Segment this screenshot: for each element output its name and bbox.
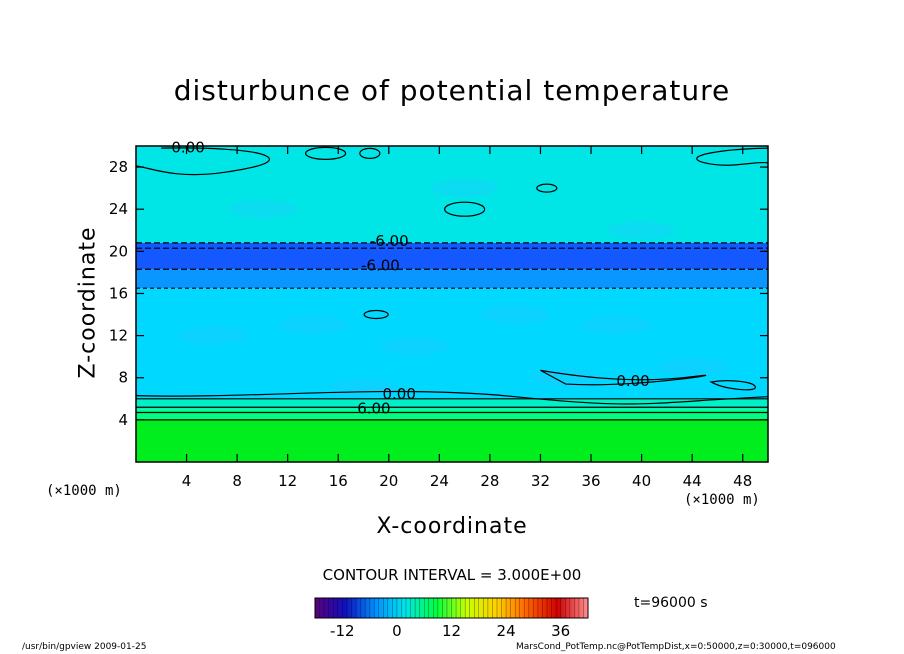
- contour-label: 0.00: [171, 138, 204, 156]
- x-tick-label: 20: [379, 472, 398, 490]
- y-tick-label: 28: [109, 158, 128, 176]
- field-patch: [607, 221, 676, 240]
- x-tick-label: 44: [683, 472, 702, 490]
- contour-loop: [305, 146, 347, 160]
- chart-title: disturbunce of potential temperature: [173, 74, 731, 107]
- x-unit-left: (×1000 m): [46, 483, 122, 499]
- field-layer: [136, 409, 768, 420]
- field-patch: [329, 379, 398, 398]
- x-tick-label: 4: [182, 472, 192, 490]
- contour-label: 0.00: [616, 372, 649, 390]
- field-layer: [136, 146, 768, 243]
- footer-left: /usr/bin/gpview 2009-01-25: [22, 642, 147, 652]
- field-patch: [278, 316, 347, 335]
- contour-loop: [359, 147, 381, 159]
- y-axis-label: Z-coordinate: [75, 226, 101, 379]
- y-tick-label: 24: [109, 200, 128, 218]
- contour-loop: [709, 380, 756, 391]
- colorbar-tick-label: 12: [442, 622, 461, 640]
- contour-label: 6.00: [357, 400, 390, 418]
- contour-label: -6.00: [370, 232, 409, 250]
- field-layer: [136, 242, 768, 270]
- y-tick-label: 20: [109, 242, 128, 260]
- contour-line: [696, 147, 769, 166]
- contour-loop: [540, 369, 707, 386]
- contour-interval: CONTOUR INTERVAL = 3.000E+00: [322, 566, 582, 584]
- x-tick-label: 12: [278, 472, 297, 490]
- x-tick-label: 24: [430, 472, 449, 490]
- x-tick-label: 48: [733, 472, 752, 490]
- field-patch: [481, 305, 550, 324]
- contour-line: [135, 390, 769, 405]
- contour-loop: [536, 183, 558, 193]
- plot-frame: [135, 145, 769, 463]
- field-patch: [380, 337, 449, 356]
- field-layer: [136, 419, 768, 462]
- footer-right: MarsCond_PotTemp.nc@PotTempDist,x=0:5000…: [516, 642, 836, 652]
- colorbar-tick-label: 0: [392, 622, 402, 640]
- field-layer: [136, 398, 768, 410]
- colorbar-tick-label: -12: [330, 622, 355, 640]
- x-axis-label: X-coordinate: [376, 514, 528, 539]
- x-tick-label: 36: [581, 472, 600, 490]
- field-patch: [430, 179, 499, 198]
- x-unit-right: (×1000 m): [684, 492, 760, 508]
- contour-line: [135, 147, 271, 176]
- y-tick-label: 12: [109, 327, 128, 345]
- contour-loop: [444, 201, 486, 217]
- field-patch: [582, 316, 651, 335]
- colorbar-tick-label: 24: [497, 622, 516, 640]
- x-tick-label: 16: [329, 472, 348, 490]
- contour-loop: [363, 309, 389, 320]
- x-tick-label: 28: [480, 472, 499, 490]
- x-tick-label: 32: [531, 472, 550, 490]
- time-label: t=96000 s: [634, 595, 708, 611]
- contour-label: -6.00: [361, 256, 400, 274]
- y-tick-label: 8: [118, 369, 128, 387]
- field-patch: [177, 326, 246, 345]
- x-tick-label: 8: [232, 472, 242, 490]
- colorbar-tick-label: 36: [551, 622, 570, 640]
- field-layer: [136, 269, 768, 289]
- field-patch: [228, 200, 297, 219]
- y-tick-label: 16: [109, 284, 128, 302]
- x-tick-label: 40: [632, 472, 651, 490]
- contour-label: 0.00: [382, 385, 415, 403]
- field-patch: [531, 368, 600, 387]
- field-layer: [136, 288, 768, 399]
- y-tick-label: 4: [118, 411, 128, 429]
- field-patch: [658, 358, 727, 377]
